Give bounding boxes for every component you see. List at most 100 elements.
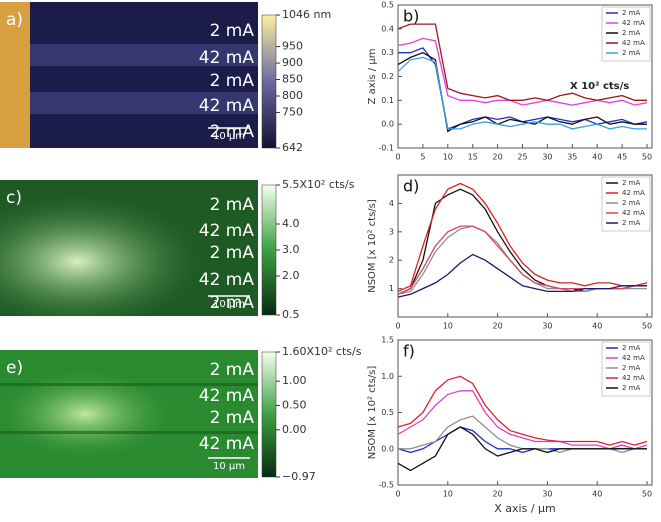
row-label: 42 mA [199, 96, 255, 116]
y-tick-label: 0.5 [381, 1, 394, 10]
x-tick-label: 30 [542, 153, 552, 162]
colorbar-tick-label: 642 [282, 141, 303, 154]
series-line [397, 37, 648, 106]
x-tick-label: 20 [493, 153, 503, 162]
y-tick-label: -0.5 [378, 481, 394, 490]
legend-label: 42 mA [622, 189, 645, 197]
legend-label: 42 mA [622, 209, 645, 217]
colorbar-tick-label: 1.00 [282, 374, 307, 387]
y-axis-label: NSOM [x 10² cts/s] [367, 366, 378, 460]
y-tick-label: -0.1 [378, 144, 394, 153]
image-map [0, 2, 258, 148]
panel-label: e) [6, 358, 23, 378]
row-label: 42 mA [199, 434, 255, 454]
legend-label: 2 mA [622, 179, 640, 187]
colorbar-tick-label: 4.0 [282, 217, 300, 230]
image-band [0, 431, 258, 434]
legend-label: 2 mA [622, 199, 640, 207]
legend-label: 2 mA [622, 29, 640, 37]
x-tick-label: 30 [542, 490, 552, 499]
legend-label: 2 mA [622, 219, 640, 227]
image-band [30, 44, 258, 66]
x-tick-label: 0 [395, 322, 400, 331]
y-tick-label: 0.3 [381, 48, 394, 57]
x-tick-label: 25 [517, 153, 527, 162]
image-glow [0, 350, 258, 478]
colorbar-tick-label: 3.0 [282, 243, 300, 256]
y-tick-label: 0.0 [381, 120, 394, 129]
colorbar [261, 351, 277, 478]
x-tick-label: 5 [420, 153, 425, 162]
series-line [397, 426, 647, 472]
y-tick-label: 3 [389, 227, 394, 236]
x-tick-label: 30 [542, 322, 552, 331]
colorbar-tick-label: 1046 nm [282, 8, 331, 21]
x-tick-label: 45 [617, 153, 627, 162]
colorbar-tick-label: 800 [282, 89, 303, 102]
legend-label: 2 mA [622, 344, 640, 352]
y-tick-label: 0.2 [381, 72, 394, 81]
x-tick-label: 0 [395, 153, 400, 162]
colorbar-tick-label: −0.97 [282, 470, 316, 483]
row-label: 2 mA [210, 408, 255, 428]
y-tick-label: 1.0 [381, 372, 394, 381]
panel-label: a) [6, 10, 23, 30]
legend-label: 42 mA [622, 374, 645, 382]
panel-label: f) [403, 342, 415, 361]
legend-label: 42 mA [622, 19, 645, 27]
y-tick-label: 0.0 [381, 444, 394, 453]
colorbar-tick-label: 1.60X10² cts/s [282, 345, 362, 358]
x-tick-label: 50 [642, 153, 652, 162]
y-tick-label: 0.5 [381, 408, 394, 417]
y-tick-label: 1.5 [381, 336, 394, 345]
row-label: 2 mA [210, 243, 255, 263]
series-line [397, 56, 647, 130]
colorbar-tick-label: 0.50 [282, 399, 307, 412]
series-line [397, 390, 648, 450]
legend-label: 2 mA [622, 9, 640, 17]
colorbar-tick-label: 900 [282, 56, 303, 69]
scale-bar-label: 10 μm [213, 299, 245, 310]
row-label: 2 mA [210, 21, 255, 41]
y-tick-label: 2 [389, 256, 394, 265]
colorbar [261, 184, 277, 316]
colorbar-tick-label: 850 [282, 73, 303, 86]
colorbar-tick-label: 0.00 [282, 423, 307, 436]
x-tick-label: 15 [468, 153, 478, 162]
panel-label: b) [403, 7, 419, 26]
row-label: 42 mA [199, 270, 255, 290]
x-tick-label: 10 [443, 153, 453, 162]
x-tick-label: 40 [592, 490, 602, 499]
annotation: X 10² cts/s [570, 81, 629, 92]
legend [601, 6, 651, 62]
x-axis-label: X axis / μm [494, 502, 555, 515]
legend-label: 2 mA [622, 49, 640, 57]
x-tick-label: 50 [642, 490, 652, 499]
image-glow [0, 180, 258, 316]
legend [601, 176, 651, 232]
colorbar-tick-label: 950 [282, 40, 303, 53]
legend-label: 42 mA [622, 354, 645, 362]
series-line [397, 182, 648, 292]
colorbar-tick-label: 750 [282, 105, 303, 118]
colorbar [261, 14, 277, 149]
legend [601, 341, 651, 397]
x-tick-label: 50 [642, 322, 652, 331]
series-line [397, 23, 647, 101]
row-label: 2 mA [210, 195, 255, 215]
panel-label: d) [403, 177, 419, 196]
row-label: 42 mA [199, 48, 255, 68]
y-tick-label: 0.1 [381, 96, 394, 105]
x-tick-label: 10 [443, 490, 453, 499]
row-label: 2 mA [210, 293, 255, 313]
row-label: 2 mA [210, 122, 255, 142]
legend-label: 42 mA [622, 39, 645, 47]
y-axis-label: Z axis / μm [367, 49, 378, 105]
y-tick-label: 1 [389, 284, 394, 293]
x-tick-label: 40 [592, 322, 602, 331]
row-label: 2 mA [210, 71, 255, 91]
image-band [30, 92, 258, 114]
colorbar-tick-label: 5.5X10² cts/s [282, 178, 355, 191]
panel-label: c) [6, 188, 22, 208]
